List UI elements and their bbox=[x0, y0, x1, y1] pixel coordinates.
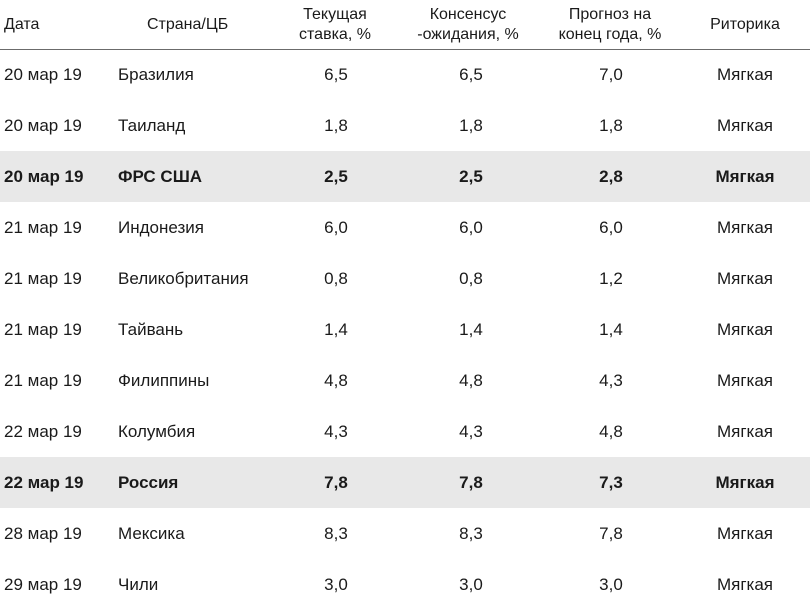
table-row: 29 мар 19 Чили 3,0 3,0 3,0 Мягкая bbox=[0, 559, 810, 610]
header-rhetoric: Риторика bbox=[710, 15, 780, 33]
cell-forecast: 2,8 bbox=[599, 167, 623, 186]
header-date: Дата bbox=[4, 15, 40, 33]
cell-country: ФРС США bbox=[118, 167, 203, 186]
cell-rhetoric: Мягкая bbox=[716, 269, 774, 288]
cell-country: Тайвань bbox=[118, 320, 184, 339]
cell-date: 21 мар 19 bbox=[4, 371, 82, 390]
header-forecast: Прогноз на конец года, % bbox=[558, 5, 662, 43]
cell-rhetoric: Мягкая bbox=[716, 218, 774, 237]
header-country: Страна/ЦБ bbox=[147, 15, 229, 33]
cell-forecast: 1,4 bbox=[599, 320, 623, 339]
cell-consensus: 4,3 bbox=[459, 422, 483, 441]
cell-country: Мексика bbox=[118, 524, 185, 543]
cell-current-rate: 4,3 bbox=[324, 422, 348, 441]
cell-date: 21 мар 19 bbox=[4, 218, 82, 237]
cell-current-rate: 7,8 bbox=[324, 473, 348, 492]
table-row: 21 мар 19 Филиппины 4,8 4,8 4,3 Мягкая bbox=[0, 355, 810, 406]
cell-consensus: 1,8 bbox=[459, 116, 483, 135]
cell-forecast: 1,8 bbox=[599, 116, 623, 135]
cell-date: 20 мар 19 bbox=[4, 167, 84, 186]
cell-country: Чили bbox=[118, 575, 159, 594]
cell-current-rate: 0,8 bbox=[324, 269, 348, 288]
cell-rhetoric: Мягкая bbox=[715, 473, 775, 492]
header-current-rate: Текущая ставка, % bbox=[299, 5, 371, 43]
cell-rhetoric: Мягкая bbox=[715, 167, 775, 186]
cell-current-rate: 6,5 bbox=[324, 65, 348, 84]
cell-country: Индонезия bbox=[118, 218, 204, 237]
cell-country: Великобритания bbox=[118, 269, 249, 288]
cell-country: Колумбия bbox=[118, 422, 196, 441]
cell-date: 22 мар 19 bbox=[4, 422, 82, 441]
cell-current-rate: 8,3 bbox=[324, 524, 348, 543]
cell-consensus: 2,5 bbox=[459, 167, 483, 186]
cell-current-rate: 3,0 bbox=[324, 575, 348, 594]
table-header: Дата Страна/ЦБ Текущая ставка, % Консенс… bbox=[0, 0, 810, 50]
cell-consensus: 1,4 bbox=[459, 320, 483, 339]
cell-consensus: 8,3 bbox=[459, 524, 483, 543]
cell-country: Филиппины bbox=[118, 371, 210, 390]
cell-country: Россия bbox=[118, 473, 179, 492]
cell-consensus: 0,8 bbox=[459, 269, 483, 288]
cell-forecast: 7,3 bbox=[599, 473, 623, 492]
cell-forecast: 4,3 bbox=[599, 371, 623, 390]
cell-current-rate: 6,0 bbox=[324, 218, 348, 237]
table-row: 22 мар 19 Россия 7,8 7,8 7,3 Мягкая bbox=[0, 457, 810, 508]
cell-country: Таиланд bbox=[118, 116, 186, 135]
cell-date: 20 мар 19 bbox=[4, 116, 82, 135]
cell-forecast: 7,0 bbox=[599, 65, 623, 84]
table-row: 21 мар 19 Тайвань 1,4 1,4 1,4 Мягкая bbox=[0, 304, 810, 355]
cell-current-rate: 4,8 bbox=[324, 371, 348, 390]
cell-rhetoric: Мягкая bbox=[716, 371, 774, 390]
cell-forecast: 6,0 bbox=[599, 218, 623, 237]
table-row: 20 мар 19 Таиланд 1,8 1,8 1,8 Мягкая bbox=[0, 100, 810, 151]
cell-rhetoric: Мягкая bbox=[716, 116, 774, 135]
cell-consensus: 6,5 bbox=[459, 65, 483, 84]
cell-rhetoric: Мягкая bbox=[716, 422, 774, 441]
table-row: 21 мар 19 Индонезия 6,0 6,0 6,0 Мягкая bbox=[0, 202, 810, 253]
cell-current-rate: 1,8 bbox=[324, 116, 348, 135]
table-row: 28 мар 19 Мексика 8,3 8,3 7,8 Мягкая bbox=[0, 508, 810, 559]
cell-current-rate: 2,5 bbox=[324, 167, 348, 186]
cell-rhetoric: Мягкая bbox=[716, 65, 774, 84]
cell-rhetoric: Мягкая bbox=[716, 524, 774, 543]
table-row: 22 мар 19 Колумбия 4,3 4,3 4,8 Мягкая bbox=[0, 406, 810, 457]
cell-date: 21 мар 19 bbox=[4, 269, 82, 288]
table-row: 20 мар 19 ФРС США 2,5 2,5 2,8 Мягкая bbox=[0, 151, 810, 202]
cell-forecast: 1,2 bbox=[599, 269, 623, 288]
cell-date: 21 мар 19 bbox=[4, 320, 82, 339]
table-row: 21 мар 19 Великобритания 0,8 0,8 1,2 Мягкая bbox=[0, 253, 810, 304]
cell-forecast: 3,0 bbox=[599, 575, 623, 594]
cell-forecast: 4,8 bbox=[599, 422, 623, 441]
cell-consensus: 6,0 bbox=[459, 218, 483, 237]
cell-consensus: 7,8 bbox=[459, 473, 483, 492]
cell-rhetoric: Мягкая bbox=[716, 575, 774, 594]
cell-consensus: 3,0 bbox=[459, 575, 483, 594]
cell-consensus: 4,8 bbox=[459, 371, 483, 390]
table-row: 20 мар 19 Бразилия 6,5 6,5 7,0 Мягкая bbox=[0, 49, 810, 100]
cell-date: 20 мар 19 bbox=[4, 65, 82, 84]
header-consensus: Консенсус -ожидания, % bbox=[417, 5, 519, 43]
cell-current-rate: 1,4 bbox=[324, 320, 348, 339]
cell-forecast: 7,8 bbox=[599, 524, 623, 543]
cell-date: 22 мар 19 bbox=[4, 473, 84, 492]
cell-date: 28 мар 19 bbox=[4, 524, 82, 543]
cell-country: Бразилия bbox=[118, 65, 194, 84]
cell-rhetoric: Мягкая bbox=[716, 320, 774, 339]
cell-date: 29 мар 19 bbox=[4, 575, 82, 594]
